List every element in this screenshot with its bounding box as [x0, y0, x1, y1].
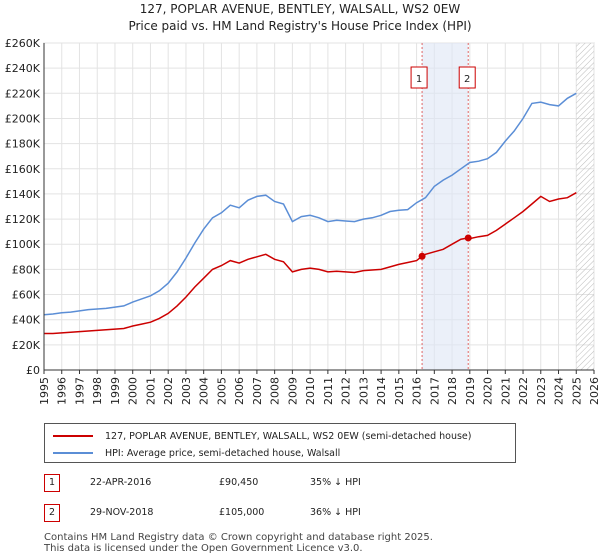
legend-item-property: 127, POPLAR AVENUE, BENTLEY, WALSALL, WS…: [53, 429, 471, 443]
x-tick-label: 1998: [91, 377, 104, 405]
x-tick-label: 2017: [428, 377, 441, 405]
transaction-row: 2 29-NOV-2018 £105,000 36% ↓ HPI: [44, 504, 424, 524]
legend-swatch-hpi: [53, 452, 93, 454]
marker-box: [458, 66, 476, 89]
y-tick-label: £100K: [5, 238, 41, 251]
transaction-point: [464, 234, 472, 242]
shaded-period: [422, 43, 469, 370]
x-tick-label: 2020: [482, 377, 495, 405]
x-tick-label: 2022: [517, 377, 530, 405]
x-tick-label: 2025: [570, 377, 583, 405]
y-tick-label: £60K: [12, 289, 41, 302]
x-tick-label: 2014: [375, 377, 388, 405]
x-tick-label: 2005: [215, 377, 228, 405]
x-tick-label: 1997: [73, 377, 86, 405]
y-tick-label: £40K: [12, 314, 41, 327]
chart-title-address: 127, POPLAR AVENUE, BENTLEY, WALSALL, WS…: [139, 2, 461, 16]
x-tick-label: 2026: [588, 377, 600, 405]
x-tick-label: 2003: [180, 377, 193, 405]
transaction-hpi-diff: 35% ↓ HPI: [310, 477, 361, 488]
x-tick-label: 2015: [393, 377, 406, 405]
y-tick-label: £260K: [5, 37, 41, 50]
x-tick-label: 2024: [553, 377, 566, 405]
x-tick-label: 2008: [269, 377, 282, 405]
y-tick-label: £20K: [12, 339, 41, 352]
transaction-date: 29-NOV-2018: [90, 507, 154, 518]
x-tick-label: 2018: [446, 377, 459, 405]
y-tick-label: £80K: [12, 263, 41, 276]
x-tick-label: 1999: [109, 377, 122, 405]
x-tick-label: 2012: [340, 377, 353, 405]
footer: Contains HM Land Registry data © Crown c…: [44, 532, 433, 554]
y-tick-label: £120K: [5, 213, 41, 226]
marker-label-box: 2: [458, 66, 476, 89]
transaction-marker-badge: 2: [44, 504, 60, 522]
transaction-row: 1 22-APR-2016 £90,450 35% ↓ HPI: [44, 474, 424, 494]
property-price-line: [44, 192, 577, 335]
x-tick-label: 2013: [357, 377, 370, 405]
x-tick-label: 2011: [322, 377, 335, 405]
x-tick-label: 2001: [144, 377, 157, 405]
x-tick-label: 1995: [38, 377, 51, 405]
footer-copyright: Contains HM Land Registry data © Crown c…: [44, 532, 433, 543]
y-tick-label: £200K: [5, 112, 41, 125]
y-tick-label: £140K: [5, 188, 41, 201]
legend-swatch-property: [53, 435, 93, 437]
legend-label-hpi: HPI: Average price, semi-detached house,…: [105, 447, 341, 459]
x-tick-label: 2004: [198, 377, 211, 405]
x-tick-label: 2006: [233, 377, 246, 405]
x-tick-label: 2009: [286, 377, 299, 405]
x-tick-label: 2021: [499, 377, 512, 405]
legend: 127, POPLAR AVENUE, BENTLEY, WALSALL, WS…: [44, 423, 516, 463]
x-tick-label: 2010: [304, 377, 317, 405]
x-tick-label: 2007: [251, 377, 264, 405]
transaction-hpi-diff: 36% ↓ HPI: [310, 507, 361, 518]
chart-subtitle: Price paid vs. HM Land Registry's House …: [128, 19, 472, 33]
marker-box: [410, 66, 428, 89]
footer-licence: This data is licensed under the Open Gov…: [44, 543, 363, 554]
transaction-price: £90,450: [219, 477, 259, 488]
x-tick-label: 2016: [411, 377, 424, 405]
legend-item-hpi: HPI: Average price, semi-detached house,…: [53, 446, 340, 460]
x-tick-label: 2000: [127, 377, 140, 405]
legend-label-property: 127, POPLAR AVENUE, BENTLEY, WALSALL, WS…: [105, 430, 472, 442]
x-tick-label: 2023: [535, 377, 548, 405]
x-tick-label: 2002: [162, 377, 175, 405]
marker-label: 2: [464, 74, 470, 85]
y-tick-label: £240K: [5, 62, 41, 75]
transaction-price: £105,000: [219, 507, 265, 518]
plot-area: [43, 42, 595, 371]
marker-label-box: 1: [410, 66, 428, 89]
y-tick-label: £160K: [5, 163, 41, 176]
chart: 1 2 £0 £20K £40K £60K £80K £100K £120K £140K £160…: [5, 37, 600, 405]
x-tick-label: 1996: [56, 377, 69, 405]
transaction-marker-badge: 1: [44, 474, 60, 492]
marker-label: 1: [416, 74, 422, 85]
x-tick-label: 2019: [464, 377, 477, 405]
forecast-hatch: [576, 43, 594, 370]
transaction-point: [418, 252, 426, 260]
transaction-date: 22-APR-2016: [90, 477, 152, 488]
hpi-line: [43, 92, 577, 316]
y-tick-label: £0: [26, 364, 40, 377]
y-tick-label: £220K: [5, 87, 41, 100]
y-tick-label: £180K: [5, 138, 41, 151]
